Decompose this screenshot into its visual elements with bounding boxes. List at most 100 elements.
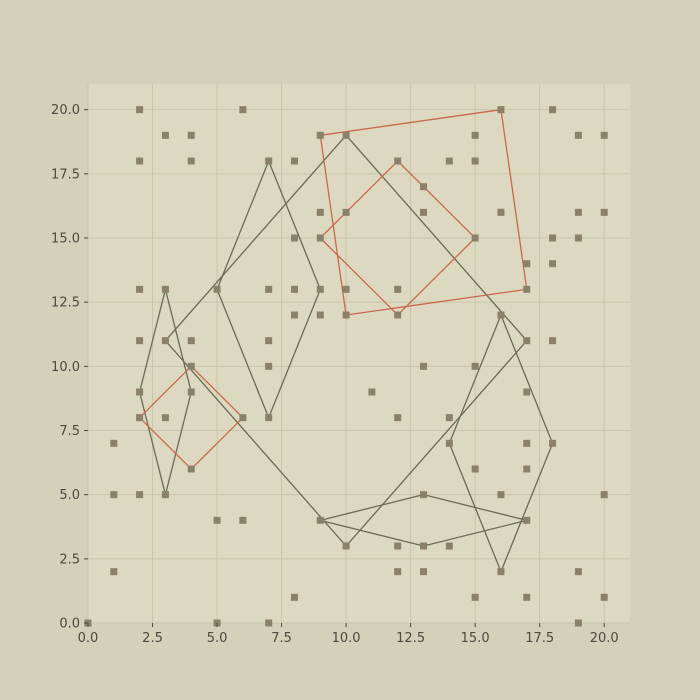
data-point	[497, 491, 505, 499]
x-tick-label: 15.0	[461, 631, 490, 646]
data-point	[394, 285, 402, 293]
data-point	[394, 157, 402, 165]
data-point	[265, 619, 273, 627]
data-point	[342, 311, 350, 319]
data-point	[523, 593, 531, 601]
data-point	[394, 568, 402, 576]
data-point	[368, 388, 376, 396]
data-points	[84, 106, 608, 627]
data-point	[290, 311, 298, 319]
data-point	[239, 106, 247, 114]
data-point	[213, 516, 221, 524]
data-point	[600, 491, 608, 499]
data-point	[161, 131, 169, 139]
data-point	[136, 106, 144, 114]
data-point	[187, 465, 195, 473]
data-point	[445, 439, 453, 447]
data-point	[471, 362, 479, 370]
data-point	[523, 285, 531, 293]
data-point	[574, 568, 582, 576]
data-point	[265, 362, 273, 370]
data-point	[213, 285, 221, 293]
y-tick-label: 15.0	[51, 232, 80, 247]
data-point	[574, 619, 582, 627]
x-tick-label: 2.5	[142, 631, 163, 646]
data-point	[471, 157, 479, 165]
data-point	[471, 234, 479, 242]
data-point	[316, 131, 324, 139]
data-point	[471, 465, 479, 473]
data-point	[497, 568, 505, 576]
data-point	[316, 208, 324, 216]
data-point	[497, 311, 505, 319]
data-point	[600, 131, 608, 139]
data-point	[420, 568, 428, 576]
y-tick-label: 2.5	[59, 552, 80, 567]
x-tick-label: 12.5	[396, 631, 425, 646]
data-point	[600, 593, 608, 601]
x-tick-label: 10.0	[332, 631, 361, 646]
data-point	[523, 465, 531, 473]
data-point	[342, 285, 350, 293]
data-point	[265, 414, 273, 422]
y-tick-label: 17.5	[51, 167, 80, 182]
data-point	[161, 491, 169, 499]
plot-area	[88, 84, 630, 623]
data-point	[265, 285, 273, 293]
y-tick-label: 5.0	[59, 488, 80, 503]
data-point	[110, 568, 118, 576]
data-point	[316, 285, 324, 293]
data-point	[420, 208, 428, 216]
data-point	[239, 414, 247, 422]
data-point	[161, 337, 169, 345]
data-point	[549, 337, 557, 345]
data-point	[523, 439, 531, 447]
data-point	[600, 208, 608, 216]
data-point	[574, 131, 582, 139]
data-point	[187, 388, 195, 396]
x-tick-label: 7.5	[271, 631, 292, 646]
data-point	[445, 542, 453, 550]
data-point	[420, 362, 428, 370]
data-point	[497, 106, 505, 114]
data-point	[471, 131, 479, 139]
data-point	[290, 157, 298, 165]
data-point	[161, 285, 169, 293]
data-point	[187, 131, 195, 139]
data-point	[187, 337, 195, 345]
data-point	[316, 234, 324, 242]
data-point	[136, 414, 144, 422]
data-point	[549, 439, 557, 447]
data-point	[136, 157, 144, 165]
y-tick-label: 20.0	[51, 103, 80, 118]
x-tick-label: 0.0	[78, 631, 99, 646]
data-point	[161, 414, 169, 422]
data-point	[316, 311, 324, 319]
data-point	[136, 285, 144, 293]
x-tick-label: 20.0	[590, 631, 619, 646]
y-axis: 0.0 2.5 5.0 7.5 10.0 12.5 15.0 17.5 20.0	[51, 103, 88, 632]
data-point	[394, 542, 402, 550]
data-point	[549, 234, 557, 242]
data-point	[523, 388, 531, 396]
data-point	[265, 157, 273, 165]
y-tick-label: 12.5	[51, 296, 80, 311]
x-tick-label: 5.0	[207, 631, 228, 646]
data-point	[394, 414, 402, 422]
y-tick-label: 10.0	[51, 360, 80, 375]
data-point	[290, 234, 298, 242]
data-point	[187, 157, 195, 165]
data-point	[420, 183, 428, 191]
data-point	[187, 362, 195, 370]
data-point	[136, 491, 144, 499]
data-point	[574, 208, 582, 216]
data-point	[316, 516, 324, 524]
data-point	[549, 260, 557, 268]
data-point	[136, 388, 144, 396]
data-point	[136, 337, 144, 345]
data-point	[290, 593, 298, 601]
x-tick-label: 17.5	[525, 631, 554, 646]
x-axis: 0.0 2.5 5.0 7.5 10.0 12.5 15.0 17.5 20.0	[78, 623, 619, 646]
data-point	[239, 516, 247, 524]
data-point	[290, 285, 298, 293]
